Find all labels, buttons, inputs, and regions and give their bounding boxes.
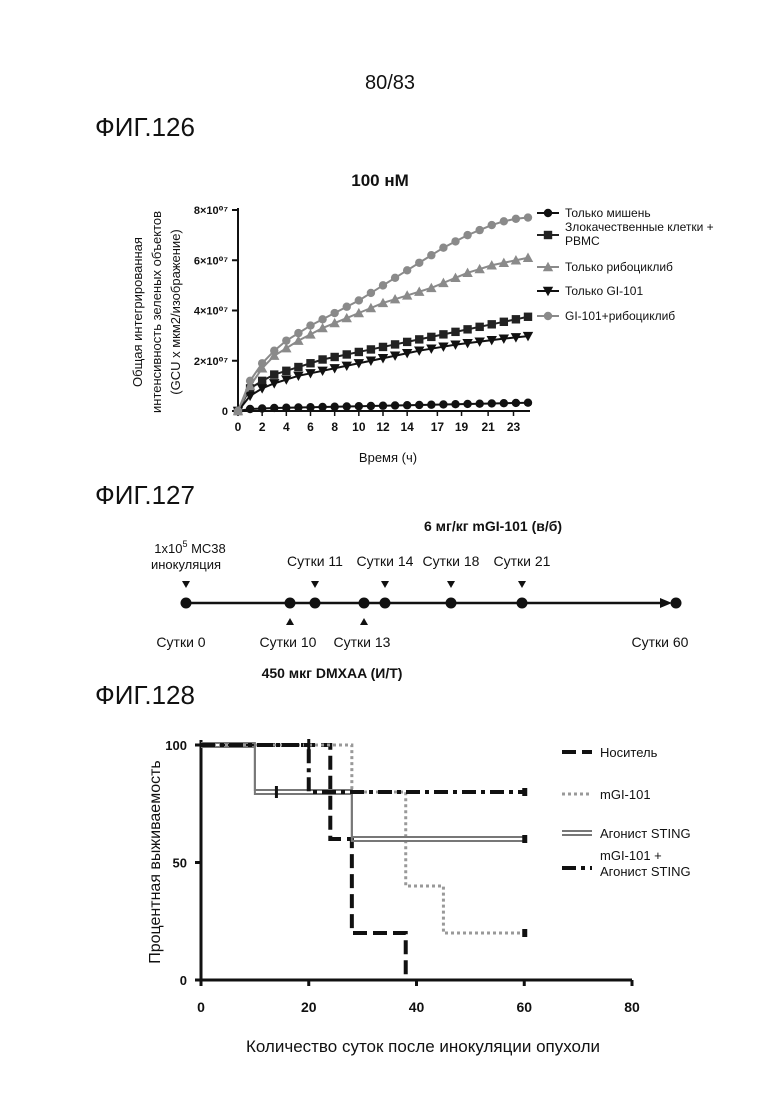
x-tick-label: 60 <box>516 999 532 1015</box>
y-tick-label: 100 <box>165 738 187 753</box>
survival-curve <box>201 745 524 933</box>
survival-curve <box>201 745 406 980</box>
legend-label: mGI-101 <box>600 787 651 802</box>
censor-mark <box>522 929 527 937</box>
censor-mark <box>522 835 527 843</box>
x-tick-label: 20 <box>301 999 317 1015</box>
legend-label: Носитель <box>600 745 658 760</box>
x-tick-label: 0 <box>197 999 205 1015</box>
legend-label: Агонист STING <box>600 864 691 879</box>
legend-label: Агонист STING <box>600 826 691 841</box>
y-tick-label: 0 <box>180 973 187 988</box>
y-tick-label: 50 <box>173 856 187 871</box>
censor-mark <box>522 788 527 796</box>
legend-label: mGI-101 + <box>600 848 662 863</box>
x-axis-label: Количество суток после инокуляции опухол… <box>246 1037 600 1056</box>
x-tick-label: 40 <box>409 999 425 1015</box>
x-tick-label: 80 <box>624 999 640 1015</box>
survival-curve <box>201 745 524 792</box>
y-axis-label: Процентная выживаемость <box>147 760 164 964</box>
